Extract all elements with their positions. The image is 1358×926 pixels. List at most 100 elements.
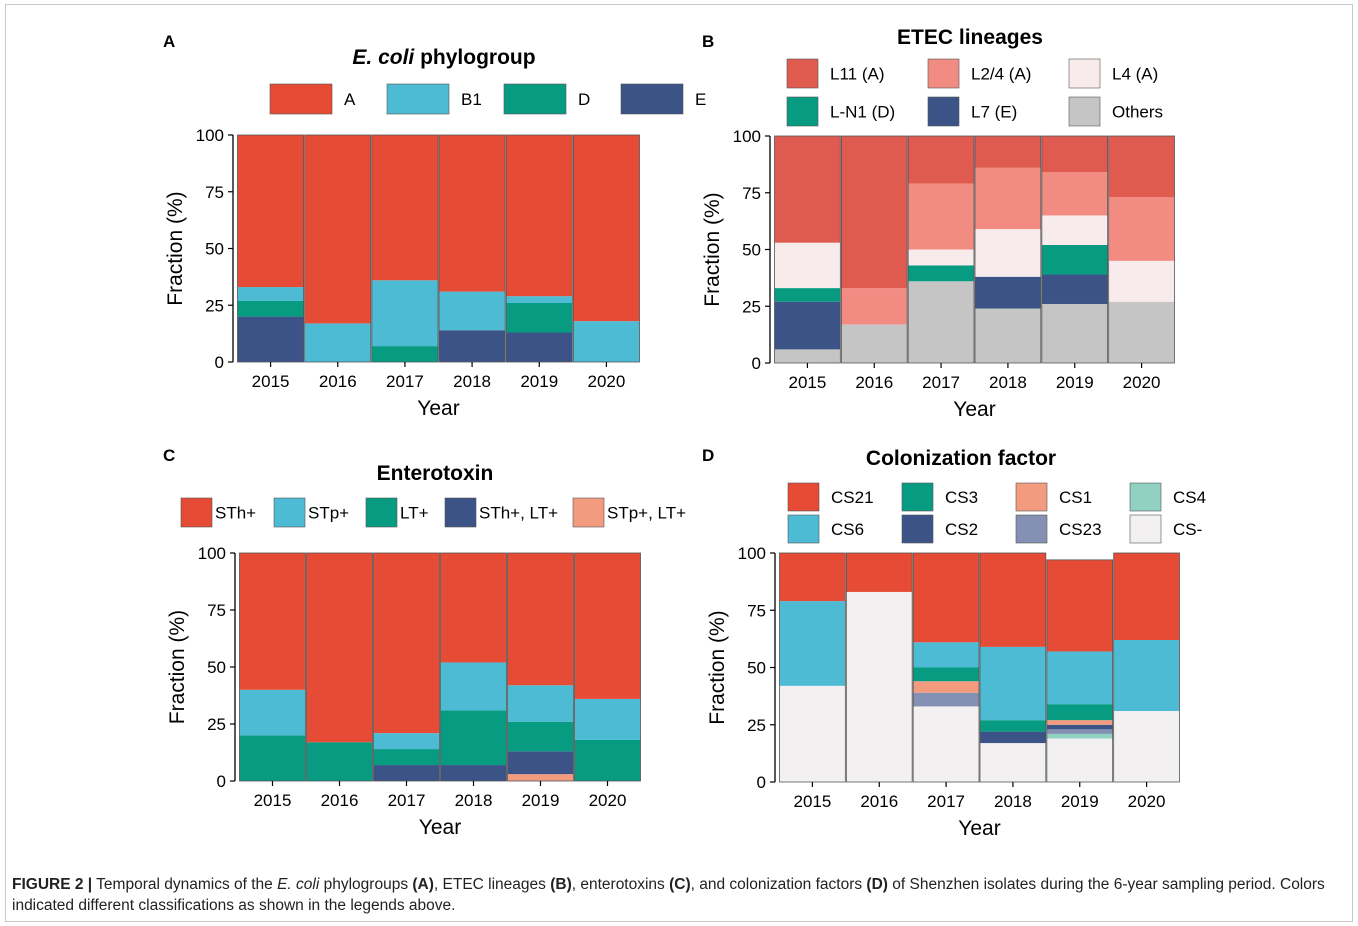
legend-swatch	[273, 497, 306, 528]
x-tick-label: 2019	[1061, 792, 1099, 811]
x-axis-label: Year	[419, 816, 461, 839]
legend-swatch	[787, 482, 820, 512]
bar-segment	[841, 324, 908, 363]
bar-segment	[1108, 197, 1175, 261]
x-tick-label: 2020	[1123, 373, 1161, 392]
bar-segment	[439, 291, 506, 331]
bar-segment	[779, 553, 846, 602]
caption-panel-ref: (D)	[866, 876, 888, 893]
bar-segment	[306, 742, 373, 781]
y-tick-label: 75	[205, 183, 224, 202]
x-tick-label: 2019	[520, 372, 558, 391]
y-tick-label: 50	[205, 240, 224, 259]
bar-segment	[239, 689, 306, 736]
legend-swatch	[1129, 482, 1162, 512]
bar-segment	[439, 330, 506, 362]
x-tick-label: 2017	[386, 372, 424, 391]
x-axis-label: Year	[417, 397, 459, 420]
caption-text: , ETEC lineages	[433, 876, 551, 893]
legend-swatch	[786, 96, 819, 127]
bar-segment	[440, 553, 507, 663]
legend-label: CS4	[1173, 488, 1206, 507]
bar-segment	[506, 296, 573, 303]
x-tick-label: 2018	[989, 373, 1027, 392]
legend-swatch	[901, 514, 934, 544]
legend-swatch	[386, 83, 450, 115]
bar-segment	[506, 332, 573, 362]
legend-swatch	[786, 58, 819, 89]
caption-panel-ref: (B)	[550, 876, 572, 893]
legend-label: STp+, LT+	[607, 504, 686, 523]
bar-segment	[980, 743, 1046, 782]
legend-label: L11 (A)	[830, 65, 885, 84]
x-tick-label: 2017	[922, 373, 960, 392]
x-tick-label: 2016	[860, 792, 898, 811]
legend-swatch	[901, 482, 934, 512]
bar-segment	[304, 323, 371, 362]
legend-label: CS23	[1059, 520, 1102, 539]
x-tick-label: 2015	[254, 791, 292, 810]
legend-swatch	[503, 83, 567, 115]
chart-title: E. coli phylogroup	[352, 46, 535, 69]
bar-segment	[506, 135, 573, 297]
caption-label: FIGURE 2 |	[12, 876, 93, 893]
x-tick-label: 2016	[855, 373, 893, 392]
legend-label: STp+	[308, 504, 349, 523]
bar-segment	[913, 642, 979, 668]
bar-segment	[975, 167, 1041, 230]
bar-segment	[237, 316, 304, 362]
bar-segment	[841, 136, 908, 289]
x-tick-label: 2020	[589, 791, 627, 810]
legend-label: D	[578, 90, 590, 109]
legend-label: L4 (A)	[1112, 65, 1158, 84]
bar-segment	[774, 242, 841, 289]
legend-swatch	[927, 58, 960, 89]
bar-segment	[237, 135, 304, 288]
bar-segment	[1041, 215, 1108, 245]
bar-segment	[574, 698, 641, 740]
legend-label: Others	[1112, 103, 1163, 122]
bar-segment	[506, 302, 573, 333]
legend-swatch	[1068, 96, 1101, 127]
y-tick-label: 25	[205, 296, 224, 315]
bar-segment	[913, 667, 979, 682]
figure-caption: FIGURE 2 | Temporal dynamics of the E. c…	[12, 874, 1342, 916]
bar-segment	[371, 280, 438, 347]
y-tick-label: 50	[207, 658, 226, 677]
legend-label: CS21	[831, 488, 874, 507]
x-tick-label: 2015	[794, 792, 832, 811]
bar-segment	[371, 135, 438, 281]
bar-segment	[908, 265, 974, 282]
legend-label: B1	[461, 90, 482, 109]
bar-segment	[1113, 553, 1180, 641]
bar-segment	[507, 685, 574, 722]
bar-segment	[908, 183, 974, 250]
caption-text: Temporal dynamics of the	[92, 876, 278, 893]
legend-label: CS1	[1059, 488, 1092, 507]
chart-title: Enterotoxin	[377, 462, 494, 485]
x-axis-label: Year	[953, 398, 995, 421]
x-tick-label: 2015	[789, 373, 827, 392]
figure-frame	[5, 4, 1353, 922]
bar-segment	[1046, 733, 1113, 739]
bar-segment	[373, 733, 440, 750]
bar-segment	[440, 710, 507, 766]
x-tick-label: 2017	[388, 791, 426, 810]
x-axis-label: Year	[958, 817, 1000, 840]
legend-label: L-N1 (D)	[830, 103, 895, 122]
bar-segment	[306, 553, 373, 743]
panel-letter: C	[163, 446, 175, 465]
bar-segment	[975, 276, 1041, 309]
y-tick-label: 0	[757, 773, 766, 792]
legend-swatch	[365, 497, 398, 528]
x-tick-label: 2015	[252, 372, 290, 391]
bar-segment	[1041, 172, 1108, 216]
bar-segment	[846, 553, 913, 592]
bar-segment	[1046, 729, 1113, 734]
y-tick-label: 0	[217, 772, 226, 791]
x-tick-label: 2018	[994, 792, 1032, 811]
x-tick-label: 2017	[927, 792, 965, 811]
legend-label: E	[695, 90, 706, 109]
bar-segment	[440, 662, 507, 711]
